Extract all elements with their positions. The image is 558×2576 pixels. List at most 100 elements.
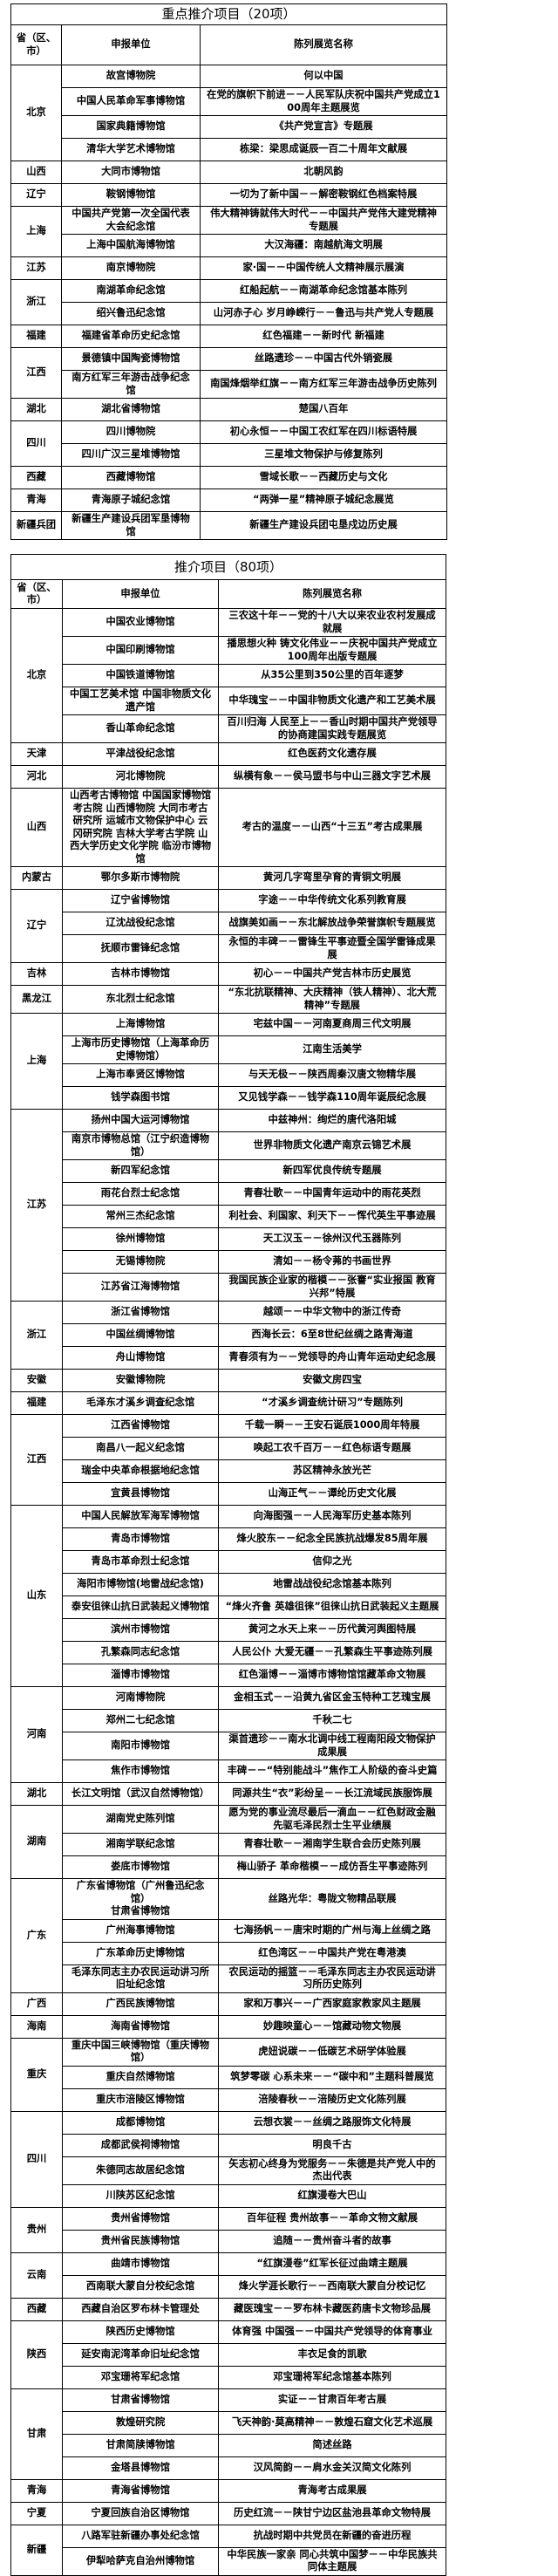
table-row: 中国人民革命军事博物馆 在党的旗帜下前进－－人民军队庆祝中国共产党成立100周年主… [11, 87, 448, 116]
province-cell: 山西 [10, 788, 63, 867]
unit-cell: 泰安徂徕山抗日武装起义博物馆 [62, 1595, 219, 1619]
exhibition-cell: 抗战时期中共党员在新疆的奋进历程 [217, 2524, 447, 2548]
table-row: 安徽 安徽博物院 安徽文房四宝 [10, 1369, 447, 1392]
table-title-row: 推介项目（80项） [10, 554, 447, 580]
table-row: 贵州 贵州省博物馆 百年征程 贵州故事－－革命文物文献展 [10, 2206, 447, 2253]
unit-cell: 徐州博物馆 [62, 1227, 219, 1251]
exhibition-cell: 地雷战战役纪念馆基本陈列 [217, 1573, 447, 1596]
province-cell: 福建 [10, 1391, 63, 1415]
unit-cell: 新疆生产建设兵团军垦博物馆 [61, 511, 201, 540]
table-row: 南方红军三年游击战争纪念馆 南国烽烟举红旗－－南方红军三年游击战争历史陈列 [11, 370, 448, 399]
unit-cell: 常州三杰纪念馆 [62, 1205, 219, 1228]
table-row: 上海中国航海博物馆 大汉海疆：南越航海文明展 [11, 234, 448, 257]
exhibition-cell: 藏医瑰宝－－罗布林卡藏医药唐卡文物珍品展 [217, 2297, 447, 2321]
unit-cell: 上海中国航海博物馆 [61, 234, 201, 257]
unit-cell: 景德镇中国陶瓷博物馆 [61, 347, 201, 371]
province-cell: 浙江 [10, 279, 62, 325]
unit-cell: 曲靖市博物馆 [62, 2251, 219, 2276]
province-cell: 四川 [10, 2110, 63, 2208]
province-cell: 四川 [10, 420, 62, 467]
table-row: 西藏 西藏自治区罗布林卡管理处 藏医瑰宝－－罗布林卡藏医药唐卡文物珍品展 [10, 2297, 447, 2321]
unit-cell: 贵州省民族博物馆 [62, 2229, 219, 2253]
exhibition-cell: 字途－－中华传统文化系列教育展 [217, 889, 447, 912]
exhibition-cell: 汉风简韵－－肩水金关汉简文化陈列 [217, 2456, 447, 2480]
exhibition-cell: 信仰之光 [217, 1550, 447, 1574]
unit-cell: 中国人民革命军事博物馆 [61, 87, 201, 116]
province-cell: 安徽 [10, 1369, 63, 1392]
exhibition-cell: “东北抗联精神、大庆精神（铁人精神）、北大荒精神”专题展 [217, 985, 447, 1014]
table-title: 重点推介项目（20项） [10, 3, 448, 25]
table-title-row: 重点推介项目（20项） [10, 3, 448, 25]
unit-cell: 青岛市博物馆 [62, 1527, 219, 1551]
exhibition-cell: 红色湾区－－中国共产党在粤港澳 [217, 1941, 447, 1965]
unit-cell: 鞍钢博物馆 [61, 183, 201, 207]
exhibition-cell: 丝路遗珍－－中国古代外销瓷展 [199, 347, 448, 371]
province-cell: 西藏 [10, 466, 62, 489]
table-row: 重庆自然博物馆 筑梦零碳 心系未来－－“碳中和”主题科普展览 [11, 2065, 447, 2089]
exhibition-cell: 永恒的丰碑－－雷锋生平事迹暨全国学雷锋成果展 [217, 934, 447, 963]
unit-cell: 舟山博物馆 [62, 1346, 219, 1370]
exhibition-cell: 筑梦零碳 心系未来－－“碳中和”主题科普展览 [217, 2065, 447, 2089]
province-cell: 江西 [10, 1414, 63, 1506]
exhibition-cell: 越颂－－中华文物中的浙江传奇 [217, 1301, 447, 1324]
table-row: 香山革命纪念馆 百川归海 人民至上－－香山时期中国共产党领导的协商建国实践专题展览 [11, 714, 447, 743]
unit-cell: 长江文明馆（武汉自然博物馆） [62, 1782, 219, 1806]
table-row: 浙江 浙江省博物馆 越颂－－中华文物中的浙江传奇 [10, 1301, 447, 1370]
unit-cell: 辽宁省博物馆 [62, 889, 219, 912]
table-row: 四川广汉三星堆博物馆 三星堆文物保护与修复陈列 [11, 443, 448, 467]
exhibition-cell: 清如－－杨令茀的书画世界 [217, 1250, 447, 1274]
unit-cell: 成都博物馆 [62, 2110, 219, 2135]
exhibition-cell: 与天无极－－陕西周秦汉唐文物精华展 [217, 1063, 447, 1087]
unit-cell: 平津战役纪念馆 [62, 742, 219, 766]
unit-cell: 重庆自然博物馆 [62, 2065, 219, 2089]
table-row: 陕西 陕西历史博物馆 体育强 中国强－－中国共产党领导的体育事业 [10, 2320, 447, 2389]
exhibition-cell: 烽火学涯长歌行－－西南联大蒙自分校记忆 [217, 2274, 447, 2299]
unit-cell: 湘南学联纪念馆 [62, 1833, 219, 1856]
exhibition-cell: 中华民族一家亲 同心共筑中国梦－－中华民族共同体主题展 [217, 2546, 447, 2576]
province-cell: 海南 [10, 2014, 63, 2039]
table-row: 宜黄县博物馆 山海正气－－谭纶历史文化展 [11, 1482, 447, 1506]
exhibition-cell: 天工汉玉－－徐州汉代玉器陈列 [217, 1227, 447, 1251]
table-row: 北京 中国农业博物馆 三农这十年－－党的十八大以来农业农村发展成就展 [10, 608, 447, 743]
table-row: 郑州二七纪念馆 千秋二七 [11, 1709, 447, 1732]
header-exhibition: 陈列展览名称 [217, 579, 447, 609]
exhibition-cell: 简述丝路 [217, 2433, 447, 2457]
table-row: 湖北 湖北省博物馆 楚国八百年 [10, 398, 448, 421]
exhibition-cell: 山河赤子心 岁月峥嵘行－－鲁迅与共产党人专题展 [199, 302, 448, 325]
unit-cell: 广东省博物馆（广州鲁迅纪念馆） 甘肃省博物馆 [62, 1878, 219, 1920]
exhibition-cell: “烽火齐鲁 英雄徂徕”徂徕山抗日武装起义主题展 [217, 1595, 447, 1619]
exhibition-cell: 云想衣裳－－丝绸之路服饰文化特展 [217, 2110, 447, 2135]
unit-cell: 河南博物院 [62, 1686, 219, 1710]
province-cell: 黑龙江 [10, 985, 63, 1014]
unit-cell: 新四军纪念馆 [62, 1159, 219, 1183]
table-row: 重庆 重庆中国三峡博物馆（重庆博物馆） 虎妞说碳－－低碳艺术研学体验展 [10, 2037, 447, 2112]
unit-cell: 雨花台烈士纪念馆 [62, 1182, 219, 1206]
table-row: 广东 广东省博物馆（广州鲁迅纪念馆） 甘肃省博物馆 丝路光华：粤陇文物精品联展 [10, 1878, 447, 1993]
province-cell: 甘肃 [10, 2388, 63, 2480]
table-row: 娄底市博物馆 梅山骄子 革命楷模－－成仿吾生平事迹陈列 [11, 1855, 447, 1879]
projects-table: 推介项目（80项） 省（区、市） 申报单位 陈列展览名称 北京 中国农业博物馆 三农… [10, 554, 447, 2576]
province-cell: 湖南 [10, 1805, 63, 1879]
exhibition-cell: 世界非物质文化遗产南京云锦艺术展 [217, 1131, 447, 1160]
unit-cell: 孔繁森同志纪念馆 [62, 1641, 219, 1664]
unit-cell: 东北烈士纪念馆 [62, 985, 219, 1014]
unit-cell: 焦作市博物馆 [62, 1759, 219, 1783]
unit-cell: 上海市历史博物馆（上海革命历史博物馆） [62, 1035, 219, 1064]
table-row: 常州三杰纪念馆 利社会、利国家、利天下－－恽代英生平事迹展 [11, 1205, 447, 1228]
exhibition-cell: 安徽文房四宝 [217, 1369, 447, 1392]
province-cell: 河南 [10, 1686, 63, 1783]
exhibition-cell: 丰碑－－“特别能战斗”焦作工人阶级的奋斗史篇 [217, 1759, 447, 1783]
unit-cell: 西南联大蒙自分校纪念馆 [62, 2274, 219, 2299]
table-row: 青海 青海省博物馆 青海考古成果展 [10, 2478, 447, 2503]
province-cell: 江苏 [10, 1109, 63, 1302]
exhibition-cell: 体育强 中国强－－中国共产党领导的体育事业 [217, 2320, 447, 2344]
unit-cell: 清华大学艺术博物馆 [61, 138, 201, 161]
table-row: 中国印刷博物馆 播思想火种 铸文化伟业－－庆祝中国共产党成立100周年出版专题展 [11, 636, 447, 665]
unit-cell: 南昌八一起义纪念馆 [62, 1437, 219, 1460]
exhibition-cell: 妙趣映童心－－馆藏动物文物展 [217, 2014, 447, 2039]
province-cell: 上海 [10, 206, 62, 257]
exhibition-cell: 渠首遗珍－－南水北调中线工程南阳段文物保护成果展 [217, 1732, 447, 1760]
exhibition-cell: 三星堆文物保护与修复陈列 [199, 443, 448, 467]
table-row: 湖北 长江文明馆（武汉自然博物馆） 同源共生“衣”彩纷呈－－长江流域民族服饰展 [10, 1782, 447, 1806]
table-row: 甘肃 甘肃省博物馆 实证－－甘肃百年考古展 [10, 2388, 447, 2480]
